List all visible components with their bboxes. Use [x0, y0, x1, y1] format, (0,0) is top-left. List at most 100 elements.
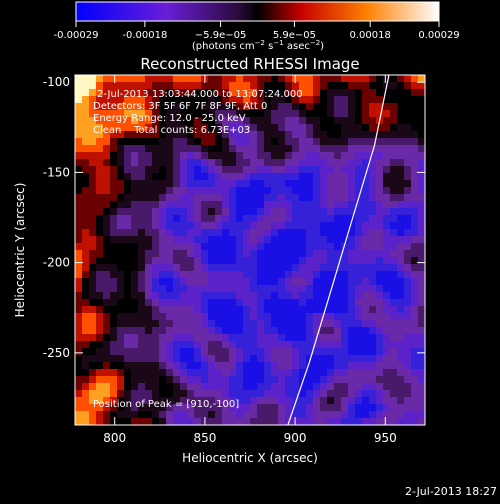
- heatmap-cell: [355, 89, 363, 97]
- heatmap-cell: [390, 292, 398, 300]
- heatmap-cell: [250, 362, 258, 370]
- heatmap-cell: [243, 418, 251, 425]
- heatmap-cell: [313, 89, 321, 97]
- heatmap-cell: [348, 250, 356, 258]
- heatmap-cell: [145, 103, 153, 111]
- heatmap-cell: [285, 376, 293, 384]
- heatmap-cell: [124, 334, 132, 342]
- heatmap-cell: [236, 348, 244, 356]
- heatmap-cell: [159, 208, 167, 216]
- heatmap-cell: [341, 334, 349, 342]
- heatmap-cell: [201, 131, 209, 139]
- heatmap-cell: [250, 131, 258, 139]
- heatmap-cell: [243, 362, 251, 370]
- heatmap-cell: [320, 292, 328, 300]
- heatmap-cell: [201, 306, 209, 314]
- heatmap-cell: [334, 355, 342, 363]
- heatmap-cell: [173, 250, 181, 258]
- heatmap-cell: [201, 201, 209, 209]
- heatmap-cell: [208, 418, 216, 425]
- heatmap-cell: [257, 82, 265, 90]
- heatmap-cell: [306, 418, 314, 425]
- heatmap-cell: [194, 96, 202, 104]
- heatmap-cell: [376, 313, 384, 321]
- heatmap-cell: [327, 187, 335, 195]
- heatmap-cell: [250, 152, 258, 160]
- heatmap-cell: [103, 376, 111, 384]
- heatmap-cell: [159, 180, 167, 188]
- heatmap-cell: [82, 145, 90, 153]
- heatmap-cell: [110, 124, 118, 132]
- heatmap-cell: [117, 292, 125, 300]
- heatmap-cell: [327, 145, 335, 153]
- heatmap-cell: [320, 215, 328, 223]
- heatmap-cell: [306, 89, 314, 97]
- heatmap-cell: [243, 82, 251, 90]
- heatmap-cell: [313, 250, 321, 258]
- heatmap-cell: [159, 110, 167, 118]
- heatmap-cell: [306, 187, 314, 195]
- heatmap-cell: [166, 327, 174, 335]
- heatmap-cell: [285, 341, 293, 349]
- heatmap-cell: [404, 173, 412, 181]
- heatmap-cell: [152, 250, 160, 258]
- heatmap-cell: [215, 404, 223, 412]
- heatmap-cell: [320, 264, 328, 272]
- heatmap-cell: [397, 89, 405, 97]
- heatmap-cell: [173, 278, 181, 286]
- heatmap-cell: [292, 117, 300, 125]
- heatmap-cell: [208, 194, 216, 202]
- heatmap-cell: [264, 362, 272, 370]
- heatmap-cell: [180, 334, 188, 342]
- heatmap-cell: [117, 138, 125, 146]
- heatmap-cell: [215, 341, 223, 349]
- heatmap-cell: [390, 180, 398, 188]
- heatmap-cell: [313, 278, 321, 286]
- heatmap-cell: [215, 264, 223, 272]
- heatmap-cell: [243, 271, 251, 279]
- heatmap-cell: [362, 208, 370, 216]
- heatmap-cell: [215, 362, 223, 370]
- heatmap-cell: [124, 285, 132, 293]
- heatmap-cell: [110, 411, 118, 419]
- heatmap-cell: [173, 243, 181, 251]
- heatmap-cell: [187, 201, 195, 209]
- heatmap-cell: [166, 306, 174, 314]
- heatmap-cell: [229, 117, 237, 125]
- heatmap-cell: [404, 257, 412, 265]
- heatmap-cell: [208, 159, 216, 167]
- heatmap-cell: [124, 264, 132, 272]
- heatmap-cell: [299, 383, 307, 391]
- heatmap-cell: [299, 96, 307, 104]
- heatmap-cell: [187, 383, 195, 391]
- heatmap-cell: [159, 341, 167, 349]
- heatmap-cell: [124, 166, 132, 174]
- heatmap-cell: [208, 278, 216, 286]
- heatmap-cell: [348, 306, 356, 314]
- heatmap-cell: [159, 145, 167, 153]
- heatmap-cell: [82, 187, 90, 195]
- heatmap-cell: [292, 222, 300, 230]
- heatmap-cell: [180, 299, 188, 307]
- heatmap-cell: [201, 271, 209, 279]
- heatmap-cell: [404, 138, 412, 146]
- heatmap-cell: [264, 320, 272, 328]
- heatmap-cell: [390, 327, 398, 335]
- heatmap-cell: [243, 208, 251, 216]
- heatmap-cell: [215, 236, 223, 244]
- heatmap-cell: [369, 271, 377, 279]
- heatmap-cell: [355, 180, 363, 188]
- heatmap-cell: [187, 390, 195, 398]
- heatmap-cell: [75, 117, 83, 125]
- heatmap-cell: [117, 348, 125, 356]
- heatmap-cell: [194, 159, 202, 167]
- heatmap-cell: [222, 117, 230, 125]
- heatmap-cell: [299, 271, 307, 279]
- heatmap-cell: [180, 166, 188, 174]
- heatmap-cell: [173, 348, 181, 356]
- heatmap-cell: [250, 82, 258, 90]
- heatmap-cell: [411, 341, 419, 349]
- heatmap-cell: [117, 404, 125, 412]
- heatmap-cell: [264, 103, 272, 111]
- heatmap-cell: [264, 201, 272, 209]
